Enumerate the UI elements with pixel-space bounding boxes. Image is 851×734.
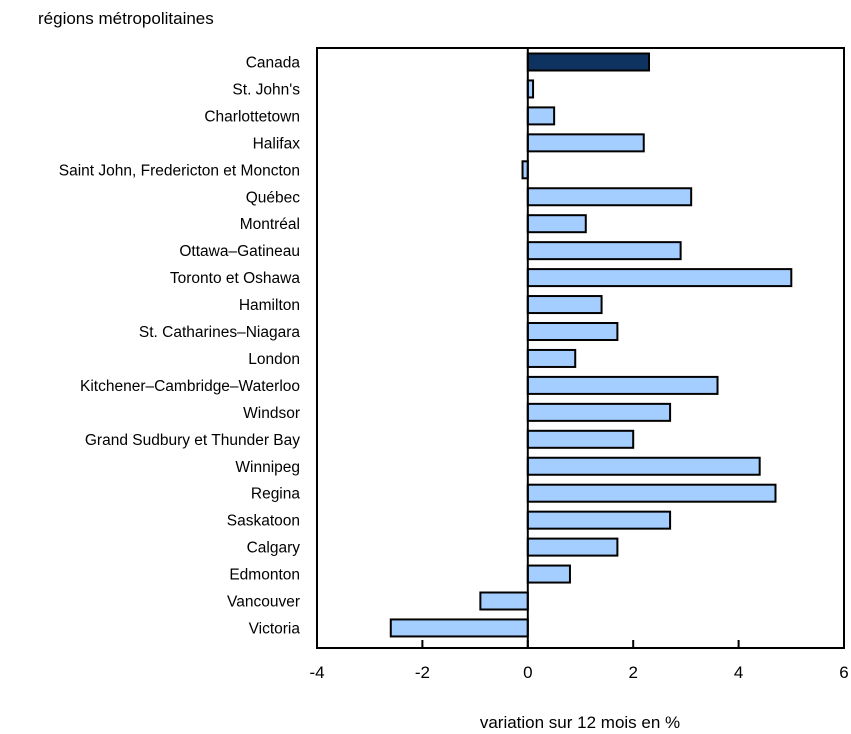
category-label-17: Saskatoon (227, 513, 300, 530)
bar-0 (526, 52, 651, 72)
bar-21 (389, 618, 529, 638)
category-label-9: Hamilton (239, 297, 300, 314)
bar-15 (526, 456, 761, 476)
x-tick-label-3: 2 (628, 663, 637, 682)
category-label-14: Grand Sudbury et Thunder Bay (85, 432, 300, 449)
category-label-19: Edmonton (229, 567, 300, 584)
bar-5 (526, 187, 693, 207)
bar-10 (526, 322, 619, 341)
bar-11 (526, 348, 577, 368)
bar-18 (526, 537, 619, 557)
category-label-13: Windsor (243, 405, 300, 422)
category-label-20: Vancouver (227, 594, 300, 611)
bar-7 (526, 241, 682, 261)
category-labels: Canada St. John's Charlottetown Halifax Sain… (59, 55, 301, 638)
category-label-2: Charlottetown (204, 108, 300, 125)
category-label-3: Halifax (253, 135, 301, 152)
bar-8 (526, 268, 793, 288)
bar-19 (526, 564, 571, 584)
category-label-8: Toronto et Oshawa (170, 270, 300, 287)
category-label-21: Victoria (249, 620, 301, 637)
bars-layer (389, 48, 793, 648)
bar-6 (526, 214, 587, 234)
category-label-4: Saint John, Fredericton et Moncton (59, 162, 300, 179)
category-label-7: Ottawa–Gatineau (179, 243, 300, 260)
x-tick-label-1: -2 (415, 663, 430, 682)
x-axis-title: variation sur 12 mois en % (480, 713, 680, 732)
x-tick-label-4: 4 (734, 663, 743, 682)
bar-13 (526, 402, 672, 422)
category-label-18: Calgary (247, 540, 301, 557)
bar-16 (526, 483, 777, 503)
bar-12 (526, 375, 719, 395)
category-label-12: Kitchener–Cambridge–Waterloo (80, 378, 300, 395)
bar-9 (526, 295, 603, 315)
x-axis-ticks: -4 -2 0 2 4 6 (309, 640, 849, 682)
category-label-11: London (248, 351, 300, 368)
plot-frame (316, 47, 845, 649)
category-label-5: Québec (246, 189, 301, 206)
category-label-6: Montréal (240, 216, 300, 233)
category-label-1: St. John's (232, 81, 300, 98)
category-label-15: Winnipeg (235, 459, 300, 476)
chart-title: régions métropolitaines (38, 9, 214, 28)
bar-2 (526, 106, 556, 126)
x-tick-label-0: -4 (309, 663, 324, 682)
bar-20 (479, 591, 529, 611)
category-label-10: St. Catharines–Niagara (139, 324, 300, 341)
bar-17 (526, 510, 672, 530)
x-tick-label-2: 0 (523, 663, 532, 682)
bar-14 (526, 429, 635, 449)
category-label-16: Regina (251, 486, 300, 503)
bar-3 (526, 133, 645, 153)
category-label-0: Canada (246, 55, 301, 72)
x-tick-label-5: 6 (839, 663, 848, 682)
